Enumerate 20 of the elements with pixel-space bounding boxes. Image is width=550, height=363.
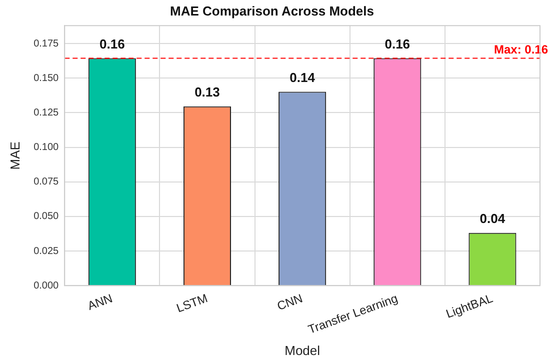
x-tick-label: ANN bbox=[86, 291, 114, 313]
chart-title: MAE Comparison Across Models bbox=[170, 3, 374, 18]
y-axis-title: MAE bbox=[7, 141, 22, 170]
data-label: 0.04 bbox=[480, 211, 506, 226]
x-tick-label: LSTM bbox=[174, 291, 210, 316]
ref-line-label: Max: 0.16 bbox=[494, 42, 548, 57]
data-label: 0.14 bbox=[290, 70, 316, 85]
y-tick-label: 0.175 bbox=[34, 38, 60, 50]
data-label: 0.16 bbox=[384, 36, 410, 52]
y-tick-label: 0.000 bbox=[34, 280, 60, 292]
y-tick-label: 0.075 bbox=[34, 176, 60, 188]
x-axis-title: Model bbox=[284, 342, 320, 358]
data-label: 0.13 bbox=[194, 84, 220, 100]
y-tick-label: 0.150 bbox=[34, 72, 60, 84]
x-tick-label: CNN bbox=[275, 291, 304, 314]
y-tick-label: 0.125 bbox=[34, 107, 60, 118]
y-tick-label: 0.100 bbox=[34, 142, 60, 154]
y-tick-label: 0.050 bbox=[34, 211, 60, 222]
y-tick-label: 0.025 bbox=[34, 246, 60, 257]
data-label: 0.16 bbox=[100, 36, 125, 52]
